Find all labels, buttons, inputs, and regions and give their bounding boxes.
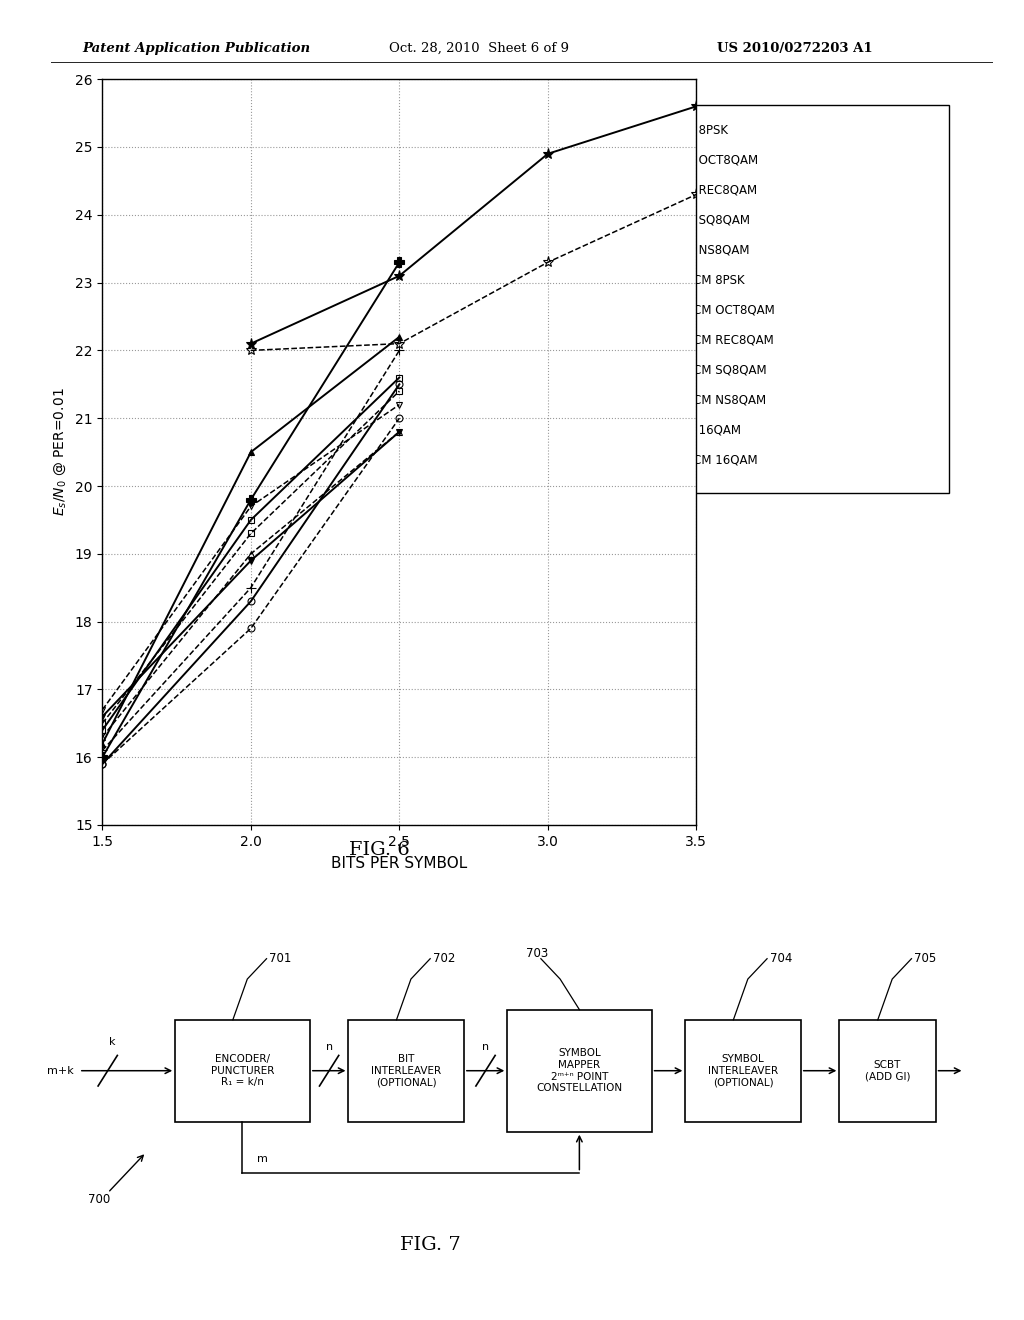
Text: BICM REC8QAM: BICM REC8QAM <box>666 183 758 197</box>
Text: SYMBOL
INTERLEAVER
(OPTIONAL): SYMBOL INTERLEAVER (OPTIONAL) <box>708 1055 778 1088</box>
Text: BIT
INTERLEAVER
(OPTIONAL): BIT INTERLEAVER (OPTIONAL) <box>371 1055 441 1088</box>
Text: BIMLCM OCT8QAM: BIMLCM OCT8QAM <box>666 304 775 317</box>
Text: BIMLCM 16QAM: BIMLCM 16QAM <box>666 454 758 467</box>
Bar <box>840 1020 936 1122</box>
Text: BIMLCM 8PSK: BIMLCM 8PSK <box>666 273 744 286</box>
Text: Oct. 28, 2010  Sheet 6 of 9: Oct. 28, 2010 Sheet 6 of 9 <box>389 42 569 55</box>
Text: Patent Application Publication: Patent Application Publication <box>82 42 310 55</box>
Text: m+k: m+k <box>47 1065 74 1076</box>
Text: SCBT
(ADD GI): SCBT (ADD GI) <box>864 1060 910 1081</box>
Text: n: n <box>482 1043 489 1052</box>
FancyBboxPatch shape <box>521 104 949 494</box>
Text: SYMBOL
MAPPER
2ᵐ⁺ⁿ POINT
CONSTELLATION: SYMBOL MAPPER 2ᵐ⁺ⁿ POINT CONSTELLATION <box>537 1048 623 1093</box>
Text: BIMLCM REC8QAM: BIMLCM REC8QAM <box>666 334 774 347</box>
Bar <box>175 1020 310 1122</box>
Text: k: k <box>110 1038 116 1047</box>
Text: BICM NS8QAM: BICM NS8QAM <box>666 244 750 256</box>
Text: ENCODER/
PUNCTURER
R₁ = k/n: ENCODER/ PUNCTURER R₁ = k/n <box>211 1055 274 1088</box>
Text: BIMLCM SQ8QAM: BIMLCM SQ8QAM <box>666 363 767 376</box>
Text: 701: 701 <box>269 952 292 965</box>
Text: BICM SQ8QAM: BICM SQ8QAM <box>666 214 751 227</box>
Bar <box>685 1020 801 1122</box>
Bar <box>348 1020 464 1122</box>
Text: BICM 8PSK: BICM 8PSK <box>666 124 728 136</box>
Text: m: m <box>257 1155 268 1164</box>
Text: US 2010/0272203 A1: US 2010/0272203 A1 <box>717 42 872 55</box>
X-axis label: BITS PER SYMBOL: BITS PER SYMBOL <box>331 855 468 871</box>
Text: BICM OCT8QAM: BICM OCT8QAM <box>666 153 759 166</box>
Text: FIG. 7: FIG. 7 <box>399 1236 461 1254</box>
Text: 704: 704 <box>770 952 793 965</box>
Y-axis label: $E_s/N_0$ @ PER=0.01: $E_s/N_0$ @ PER=0.01 <box>52 388 68 516</box>
Text: 702: 702 <box>433 952 456 965</box>
Text: 703: 703 <box>526 948 549 960</box>
Text: 700: 700 <box>88 1193 111 1206</box>
Text: BIMLCM NS8QAM: BIMLCM NS8QAM <box>666 393 766 407</box>
Text: BICM 16QAM: BICM 16QAM <box>666 424 741 437</box>
Text: n: n <box>326 1043 333 1052</box>
Text: 705: 705 <box>914 952 937 965</box>
Bar <box>507 1010 651 1131</box>
Text: FIG. 6: FIG. 6 <box>348 841 410 859</box>
